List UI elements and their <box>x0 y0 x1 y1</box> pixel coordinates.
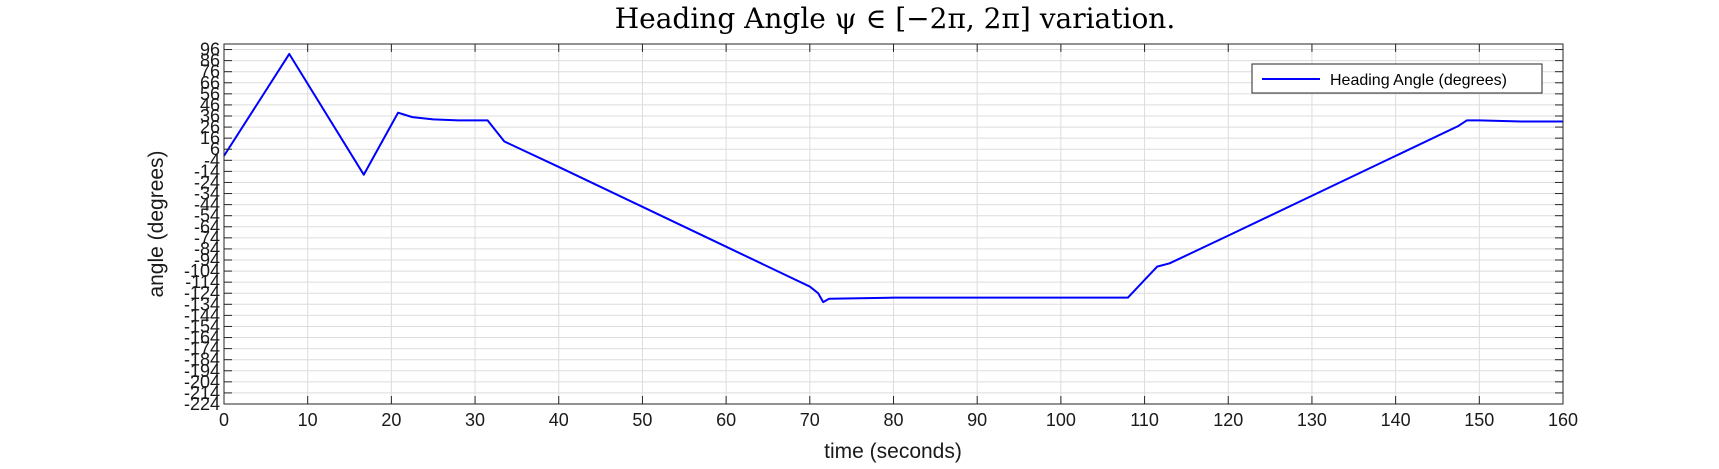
y-tick-label: -14 <box>194 161 220 181</box>
x-tick-label: 0 <box>219 410 229 430</box>
y-axis-label: angle (degrees) <box>145 150 168 297</box>
y-tick-label: -44 <box>194 195 220 215</box>
x-tick-label: 160 <box>1548 410 1578 430</box>
y-tick-label: 26 <box>200 117 220 137</box>
x-tick-label: 140 <box>1381 410 1411 430</box>
y-tick-label: -24 <box>194 172 220 192</box>
y-tick-label: -144 <box>184 305 220 325</box>
y-tick-label: -64 <box>194 217 220 237</box>
x-tick-label: 40 <box>549 410 569 430</box>
x-axis: 0 10 20 30 40 50 60 70 80 90 100 110 120 130 140 150 160 <box>219 44 1578 430</box>
x-gridlines <box>223 44 1564 404</box>
y-tick-label: -164 <box>184 328 220 348</box>
y-tick-label: -124 <box>184 283 220 303</box>
x-tick-label: 70 <box>800 410 820 430</box>
x-tick-label: 110 <box>1130 410 1159 430</box>
y-tick-label: -204 <box>184 372 220 392</box>
x-tick-label: 50 <box>632 410 652 430</box>
y-tick-label: -214 <box>184 383 220 403</box>
x-tick-label: 30 <box>465 410 485 430</box>
y-tick-label: -194 <box>184 361 220 381</box>
y-tick-label: -94 <box>194 250 220 270</box>
x-tick-label: 10 <box>298 410 318 430</box>
y-tick-label: -54 <box>194 206 220 226</box>
x-tick-label: 60 <box>716 410 736 430</box>
legend-entry-label: Heading Angle (degrees) <box>1330 72 1507 89</box>
y-axis: 9686766656463626166-4-14-24-34-44-54-64-… <box>184 40 1563 414</box>
y-tick-label: -4 <box>204 150 220 170</box>
y-tick-label: -84 <box>194 239 220 259</box>
y-tick-label: 96 <box>200 40 220 60</box>
y-tick-label: 36 <box>200 106 220 126</box>
x-tick-label: 20 <box>381 410 401 430</box>
x-axis-label: time (seconds) <box>824 440 962 463</box>
x-tick-label: 120 <box>1213 410 1243 430</box>
y-tick-label: 56 <box>200 84 220 104</box>
y-tick-label: 76 <box>200 62 220 82</box>
y-tick-label: -114 <box>185 272 220 292</box>
y-tick-label: -184 <box>184 350 220 370</box>
y-tick-label: -104 <box>184 261 220 281</box>
y-tick-label: -134 <box>184 294 220 314</box>
x-tick-label: 100 <box>1046 410 1076 430</box>
x-tick-label: 80 <box>883 410 903 430</box>
y-tick-label: -154 <box>184 316 220 336</box>
y-tick-label: -174 <box>184 339 220 359</box>
x-tick-label: 130 <box>1297 410 1327 430</box>
y-tick-label: 86 <box>200 51 220 71</box>
x-tick-label: 90 <box>967 410 987 430</box>
legend: Heading Angle (degrees) <box>1251 63 1543 94</box>
y-tick-label: -224 <box>184 394 220 414</box>
y-tick-label: 46 <box>200 95 220 115</box>
chart-title: Heading Angle ψ ∈ [−2π, 2π] variation. <box>615 2 1176 35</box>
x-tick-label: 150 <box>1464 410 1494 430</box>
y-tick-label: 16 <box>200 128 220 148</box>
y-tick-label: 6 <box>210 139 220 159</box>
y-tick-label: -74 <box>194 228 220 248</box>
series-layer <box>223 52 1563 304</box>
y-tick-label: 66 <box>200 73 220 93</box>
y-tick-label: -34 <box>194 184 220 204</box>
series-line-heading-angle <box>223 52 1563 304</box>
